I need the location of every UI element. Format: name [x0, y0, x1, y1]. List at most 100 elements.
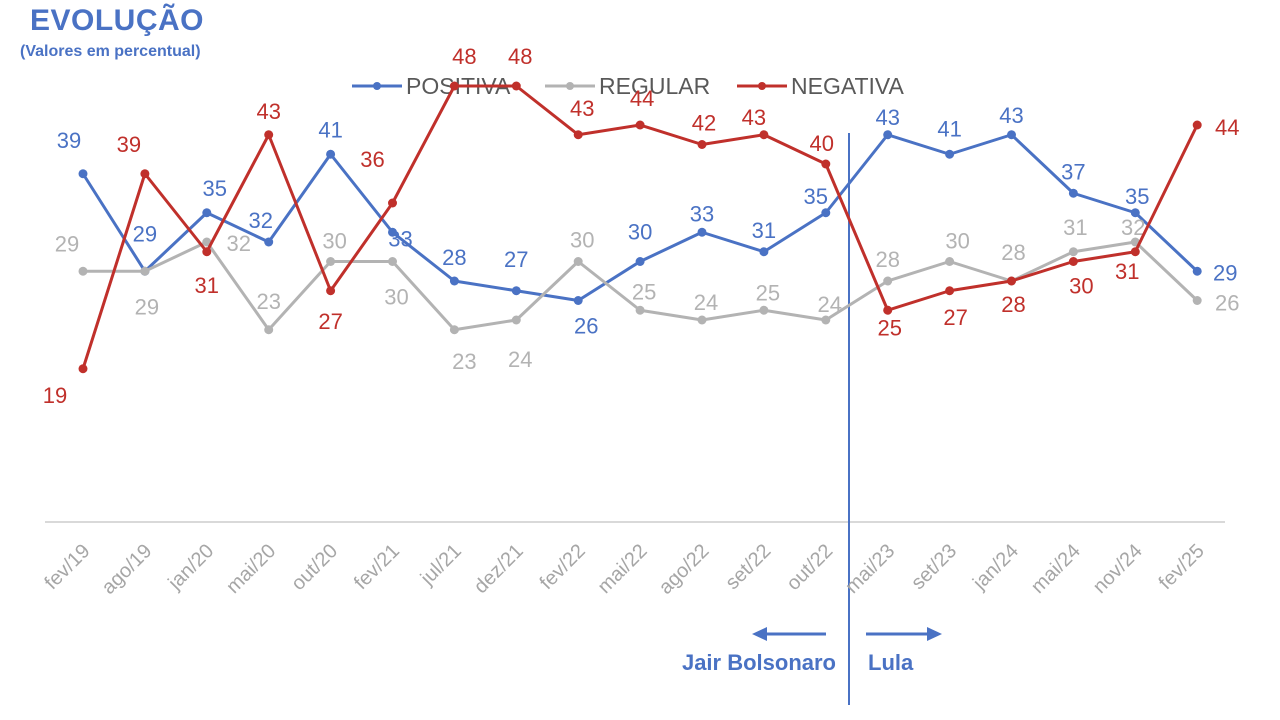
data-point-negativa: [78, 364, 88, 374]
chart-subtitle: (Valores em percentual): [20, 43, 201, 60]
data-label-positiva: 39: [57, 128, 81, 153]
x-tick-label: mai/22: [594, 540, 652, 598]
data-label-regular: 23: [256, 289, 280, 314]
data-point-negativa: [697, 140, 707, 149]
data-point-regular: [697, 315, 707, 325]
data-label-positiva: 41: [318, 117, 342, 142]
legend-swatch-marker: [566, 82, 574, 90]
data-label-regular: 24: [694, 290, 718, 315]
data-label-negativa: 25: [877, 315, 901, 340]
x-tick-label: fev/21: [350, 540, 404, 594]
data-label-regular: 30: [384, 285, 408, 310]
data-point-negativa: [883, 305, 893, 315]
data-label-positiva: 33: [690, 201, 714, 226]
data-point-positiva: [821, 208, 831, 218]
legend-label-negativa: NEGATIVA: [791, 73, 905, 99]
data-point-positiva: [1068, 188, 1078, 198]
data-label-regular: 29: [55, 231, 79, 256]
data-point-negativa: [1007, 276, 1016, 286]
data-label-negativa: 48: [452, 44, 476, 69]
data-point-positiva: [759, 247, 769, 257]
data-label-positiva: 41: [937, 116, 961, 141]
data-label-regular: 28: [875, 247, 899, 272]
left-arrow: [752, 627, 826, 641]
data-label-negativa: 27: [318, 309, 342, 334]
data-label-regular: 24: [818, 292, 842, 317]
data-point-positiva: [883, 130, 893, 140]
data-label-negativa: 31: [195, 273, 219, 298]
data-label-positiva: 31: [752, 218, 776, 243]
data-point-regular: [883, 276, 893, 286]
data-point-negativa: [1130, 247, 1140, 257]
x-tick-label: mai/24: [1027, 540, 1085, 598]
x-tick-label: fev/19: [40, 540, 94, 594]
data-point-regular: [821, 315, 831, 325]
right-arrow-head: [927, 627, 942, 641]
data-point-positiva: [202, 208, 212, 218]
data-label-positiva: 26: [574, 314, 598, 339]
series-negativa: 19 39 31 43 27 36 48 48 43 44 42 43 40 25 27 28 30 31 44: [43, 44, 1240, 408]
data-point-positiva: [697, 227, 707, 237]
data-point-negativa: [140, 169, 150, 179]
x-tick-label: jul/21: [416, 540, 466, 590]
data-point-negativa: [511, 81, 521, 91]
data-point-regular: [1192, 296, 1202, 305]
data-label-negativa: 42: [692, 111, 716, 136]
data-point-regular: [388, 257, 397, 266]
data-label-positiva: 37: [1061, 159, 1085, 184]
data-label-regular: 25: [632, 279, 656, 304]
data-point-regular: [511, 315, 521, 325]
x-tick-label: ago/19: [98, 540, 157, 599]
data-label-regular: 28: [1001, 240, 1025, 265]
series-layer: 39 29 35 32 41 33 28 27 26 30 33 31 35 43 41 43 37 35 29 29…: [43, 44, 1240, 408]
data-point-positiva: [635, 257, 645, 266]
data-point-negativa: [1192, 120, 1202, 130]
data-label-negativa: 30: [1069, 274, 1093, 299]
data-point-regular: [635, 305, 645, 315]
data-label-negativa: 19: [43, 383, 67, 408]
data-point-negativa: [326, 286, 336, 296]
legend-item-negativa: NEGATIVA: [737, 73, 905, 99]
x-tick-label: nov/24: [1089, 540, 1147, 598]
right-arrow: [866, 627, 942, 641]
data-point-regular: [1068, 247, 1078, 257]
data-point-regular: [78, 266, 88, 276]
data-label-negativa: 31: [1115, 259, 1139, 284]
data-point-positiva: [573, 296, 583, 305]
data-label-positiva: 28: [442, 245, 466, 270]
data-point-positiva: [388, 227, 397, 237]
data-point-negativa: [759, 130, 769, 140]
data-point-negativa: [449, 81, 459, 91]
data-point-positiva: [449, 276, 459, 286]
data-label-positiva: 43: [999, 103, 1023, 128]
data-label-negativa: 44: [630, 86, 654, 111]
data-label-positiva: 27: [504, 247, 528, 272]
legend: POSITIVAREGULARNEGATIVA: [352, 73, 905, 99]
x-tick-label: fev/22: [536, 540, 590, 594]
data-label-regular: 25: [756, 280, 780, 305]
data-point-positiva: [326, 149, 336, 159]
chart-title: EVOLUÇÃO: [30, 4, 205, 37]
data-point-positiva: [945, 149, 955, 159]
data-point-negativa: [264, 130, 274, 140]
data-label-regular: 31: [1063, 215, 1087, 240]
x-axis-ticks: fev/19 ago/19 jan/20 mai/20 out/20 fev/21 jul/…: [40, 540, 1208, 599]
data-point-positiva: [1130, 208, 1140, 218]
data-point-regular: [449, 325, 459, 335]
data-label-negativa: 48: [508, 44, 532, 69]
left-arrow-head: [752, 627, 767, 641]
data-point-regular: [573, 257, 583, 266]
x-tick-label: out/20: [287, 540, 342, 595]
data-label-negativa: 43: [256, 99, 280, 124]
data-point-regular: [326, 257, 336, 266]
data-point-negativa: [202, 247, 212, 257]
data-point-regular: [264, 325, 274, 335]
x-tick-label: jan/24: [968, 540, 1023, 595]
data-point-positiva: [264, 237, 274, 247]
data-label-regular: 24: [508, 347, 532, 372]
legend-swatch-marker: [758, 82, 766, 90]
data-label-positiva: 32: [248, 208, 272, 233]
data-point-positiva: [78, 169, 88, 179]
annotations: Jair Bolsonaro Lula: [682, 627, 942, 675]
data-label-negativa: 43: [742, 105, 766, 130]
